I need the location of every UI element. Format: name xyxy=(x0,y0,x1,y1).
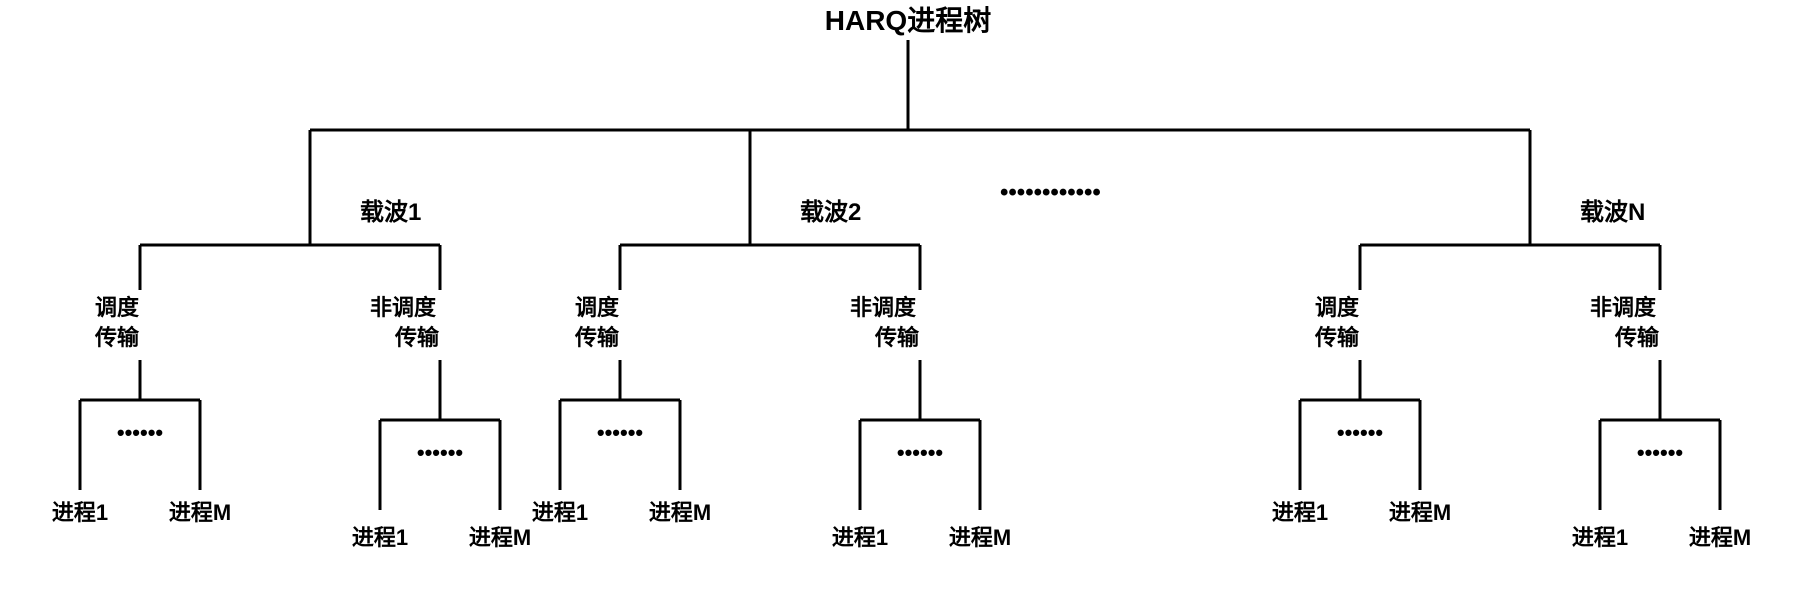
c2-nonsched-p1: 进程1 xyxy=(832,525,888,550)
c1-nonsched-l2: 传输 xyxy=(394,325,440,350)
c1-nonsched-pM: 进程M xyxy=(469,525,531,550)
c1-sched-p1: 进程1 xyxy=(52,500,108,525)
c2-nonsched-l1: 非调度 xyxy=(850,295,917,320)
c2-sched-l2: 传输 xyxy=(574,325,620,350)
c2-sched-p1: 进程1 xyxy=(532,500,588,525)
c1-sched-ellipsis: •••••• xyxy=(117,420,163,445)
cN-sched-pM: 进程M xyxy=(1389,500,1451,525)
carrier2-label: 载波2 xyxy=(800,199,861,226)
c2-nonsched-pM: 进程M xyxy=(949,525,1011,550)
c2-nonsched-ellipsis: •••••• xyxy=(897,440,943,465)
carrierN-label: 载波N xyxy=(1580,199,1645,226)
c2-nonsched-l2: 传输 xyxy=(874,325,920,350)
harq-tree-diagram: HARQ进程树 载波1 载波2 •••••••••••• 载波N 调度 传输 非… xyxy=(0,0,1816,591)
cN-nonsched-pM: 进程M xyxy=(1689,525,1751,550)
carrier1-label: 载波1 xyxy=(360,199,421,226)
c1-nonsched-ellipsis: •••••• xyxy=(417,440,463,465)
cN-nonsched-l2: 传输 xyxy=(1614,325,1660,350)
cN-sched-l1: 调度 xyxy=(1315,295,1360,320)
tree-title: HARQ进程树 xyxy=(825,5,991,36)
c1-nonsched-l1: 非调度 xyxy=(370,295,437,320)
cN-sched-l2: 传输 xyxy=(1314,325,1360,350)
c1-sched-l2: 传输 xyxy=(94,325,140,350)
c2-sched-pM: 进程M xyxy=(649,500,711,525)
carrier-ellipsis: •••••••••••• xyxy=(1000,179,1101,206)
cN-nonsched-ellipsis: •••••• xyxy=(1637,440,1683,465)
cN-nonsched-l1: 非调度 xyxy=(1590,295,1657,320)
c1-sched-l1: 调度 xyxy=(95,295,140,320)
cN-sched-p1: 进程1 xyxy=(1272,500,1328,525)
c2-sched-l1: 调度 xyxy=(575,295,620,320)
c1-nonsched-p1: 进程1 xyxy=(352,525,408,550)
c2-sched-ellipsis: •••••• xyxy=(597,420,643,445)
cN-sched-ellipsis: •••••• xyxy=(1337,420,1383,445)
cN-nonsched-p1: 进程1 xyxy=(1572,525,1628,550)
c1-sched-pM: 进程M xyxy=(169,500,231,525)
